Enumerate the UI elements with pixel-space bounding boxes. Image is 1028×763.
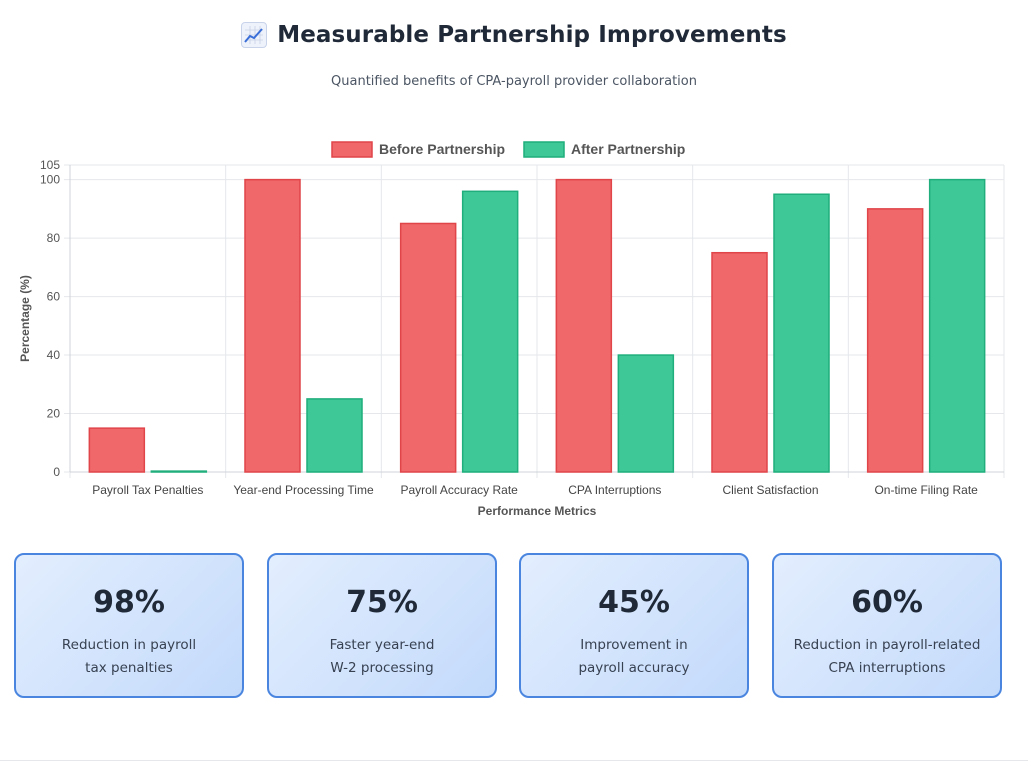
bar-before <box>866 208 924 473</box>
stat-label-line: CPA interruptions <box>828 660 946 676</box>
bar-before <box>244 178 301 473</box>
bar-after <box>773 193 830 473</box>
y-tick-label: 0 <box>53 465 60 479</box>
stat-value: 45% <box>598 585 670 620</box>
stat-label-line: tax penalties <box>85 660 173 676</box>
bar-after <box>461 190 519 473</box>
y-tick-label: 80 <box>47 231 61 245</box>
bar-before <box>555 178 613 473</box>
stat-label-line: Reduction in payroll-related <box>793 637 981 653</box>
chart-increasing-icon <box>241 22 268 48</box>
title-row: Measurable Partnership Improvements <box>241 22 787 48</box>
stat-card: 75% Faster year-end W-2 processing <box>267 553 497 698</box>
y-tick-label: 100 <box>40 173 60 187</box>
stat-label: Reduction in payroll-related CPA interru… <box>792 634 982 680</box>
page-header: Measurable Partnership Improvements <box>0 22 1028 50</box>
bar-before <box>399 222 457 473</box>
bar-after <box>617 354 675 473</box>
stat-value: 60% <box>851 585 923 620</box>
legend-swatch <box>523 141 565 158</box>
y-tick-label: 20 <box>47 407 61 421</box>
stat-card: 60% Reduction in payroll-related CPA int… <box>772 553 1002 698</box>
legend-label: Before Partnership <box>379 141 505 157</box>
bar-before <box>88 427 146 473</box>
x-tick-label: Payroll Tax Penalties <box>92 483 203 497</box>
stat-label-line: Improvement in <box>580 637 688 653</box>
x-tick-label: CPA Interruptions <box>568 483 661 497</box>
x-tick-label: Payroll Accuracy Rate <box>400 483 518 497</box>
stat-value: 98% <box>93 585 165 620</box>
x-tick-label: Client Satisfaction <box>722 483 818 497</box>
bottom-divider <box>0 760 1028 761</box>
stat-label-line: Faster year-end <box>329 637 435 653</box>
page-subtitle: Quantified benefits of CPA-payroll provi… <box>331 74 697 89</box>
bar-after <box>150 470 208 473</box>
y-axis-title: Percentage (%) <box>18 275 32 362</box>
legend-label: After Partnership <box>571 141 685 157</box>
bar-before <box>711 251 768 473</box>
y-tick-label: 60 <box>47 290 61 304</box>
stat-card: 98% Reduction in payroll tax penalties <box>14 553 244 698</box>
y-tick-label: 105 <box>40 158 60 172</box>
stat-label-line: payroll accuracy <box>578 660 690 676</box>
stat-label-line: W-2 processing <box>330 660 434 676</box>
bar-after <box>306 398 363 473</box>
page-title: Measurable Partnership Improvements <box>277 22 787 48</box>
stat-label: Improvement in payroll accuracy <box>539 634 729 680</box>
bar-after <box>928 178 986 473</box>
x-tick-label: Year-end Processing Time <box>233 483 374 497</box>
stat-label: Reduction in payroll tax penalties <box>34 634 224 680</box>
x-tick-label: On-time Filing Rate <box>874 483 978 497</box>
stat-value: 75% <box>346 585 418 620</box>
y-tick-label: 40 <box>47 348 61 362</box>
stat-label-line: Reduction in payroll <box>61 637 197 653</box>
legend-swatch <box>331 141 373 158</box>
stat-label: Faster year-end W-2 processing <box>287 634 477 680</box>
stat-card: 45% Improvement in payroll accuracy <box>519 553 749 698</box>
x-axis-title: Performance Metrics <box>478 504 597 518</box>
